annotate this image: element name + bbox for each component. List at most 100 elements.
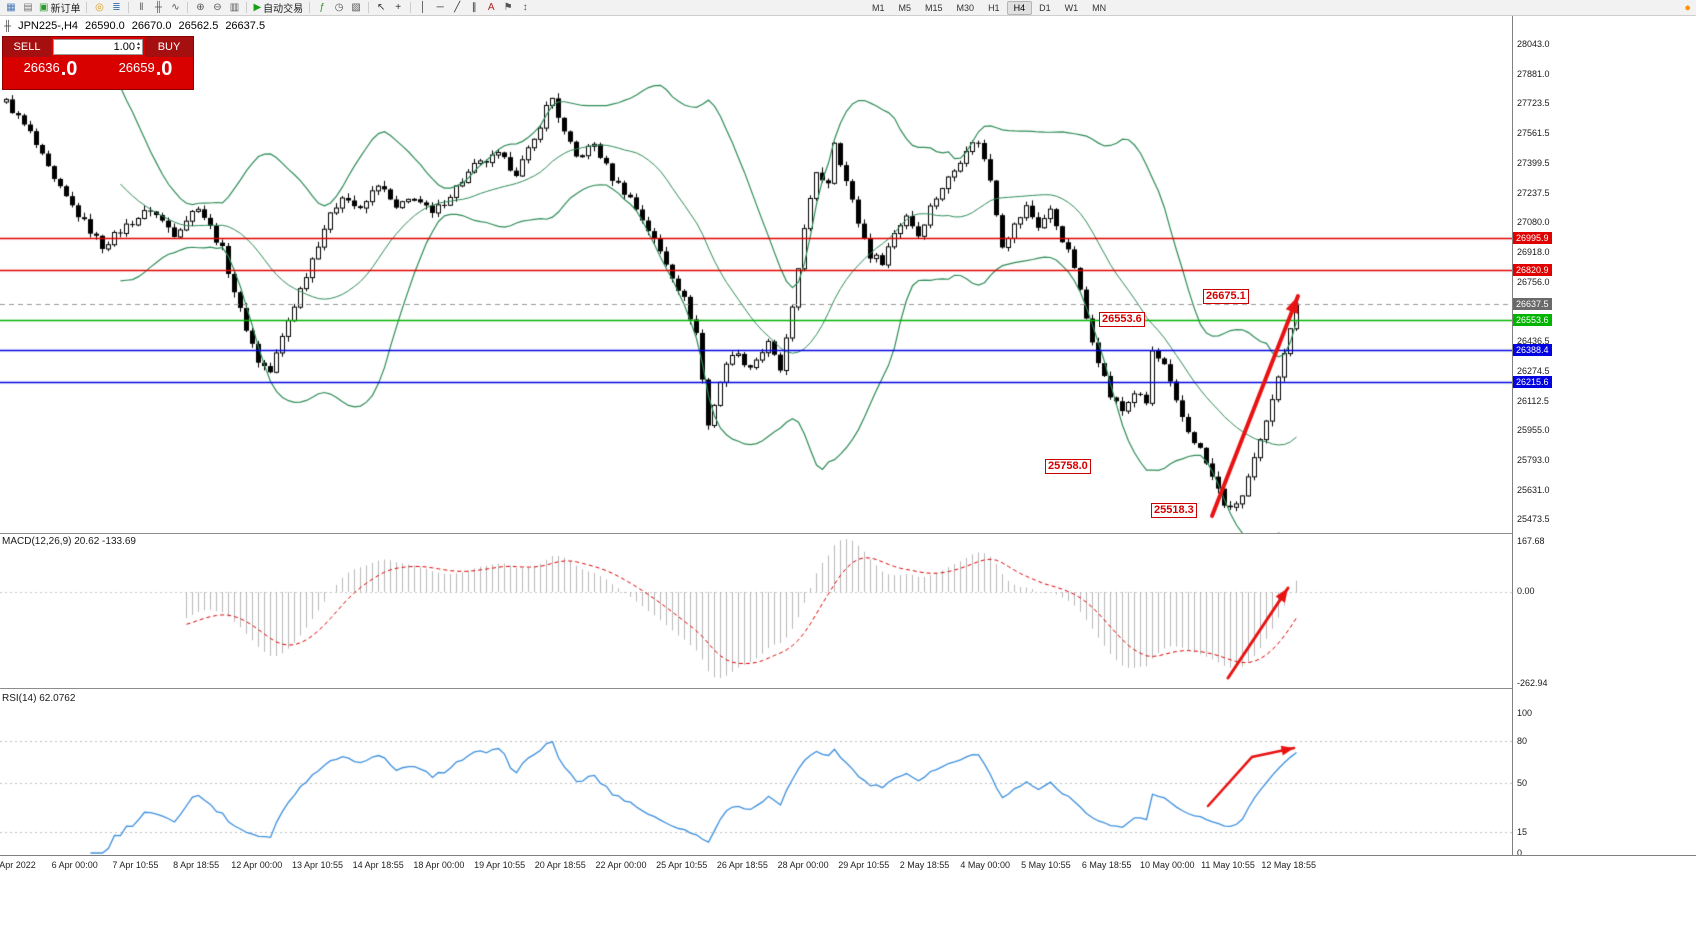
axis-label: 27237.5 — [1517, 188, 1550, 199]
cursor-icon[interactable]: ↖ — [373, 1, 389, 15]
buy-price-int[interactable]: 26659 — [118, 60, 155, 75]
price-chart-canvas[interactable] — [0, 16, 1512, 533]
rsi-indicator-canvas[interactable] — [0, 689, 1512, 855]
rsi-axis-label: 80 — [1517, 736, 1528, 746]
hline-price-tag: 26995.9 — [1513, 231, 1552, 244]
timeframe-h1-button[interactable]: H1 — [988, 3, 1000, 13]
chart-window: ╫ JPN225-,H4 26590.0 26670.0 26562.5 266… — [0, 16, 1696, 940]
sell-price-dec[interactable]: .0 — [60, 58, 78, 80]
price-annotation[interactable]: 25758.0 — [1045, 458, 1091, 474]
vertical-line-icon: │ — [420, 1, 427, 13]
time-axis-label: 26 Apr 18:55 — [716, 860, 768, 870]
time-axis-label: 22 Apr 00:00 — [595, 860, 647, 870]
text-icon[interactable]: A — [483, 1, 499, 15]
trendline-icon[interactable]: ╱ — [449, 1, 465, 15]
horizontal-line-icon: ─ — [436, 1, 444, 13]
vertical-line-icon[interactable]: │ — [415, 1, 431, 15]
sell-price[interactable]: 26636.0 — [3, 57, 98, 89]
timeframe-w1-button[interactable]: W1 — [1064, 3, 1079, 13]
timeframe-toolbar: M1 M5 M15 M30 H1 H4 D1 W1 MN — [865, 1, 1113, 15]
indicators-icon[interactable]: ƒ — [314, 1, 330, 15]
templates-icon: ▧ — [351, 1, 361, 13]
axis-label: 25955.0 — [1517, 425, 1550, 436]
time-axis-label: 5 Apr 2022 — [0, 860, 36, 870]
toolbar-separator — [86, 2, 88, 13]
panel-separator[interactable] — [0, 533, 1696, 534]
axis-label: 25473.5 — [1517, 514, 1550, 525]
time-axis-label: 6 Apr 00:00 — [51, 860, 98, 870]
price-annotation[interactable]: 26675.1 — [1203, 289, 1249, 305]
buy-button[interactable]: BUY — [145, 37, 193, 57]
macd-indicator-canvas[interactable] — [0, 534, 1512, 688]
rsi-axis-label: 50 — [1517, 778, 1528, 788]
new-chart-icon[interactable]: ▦ — [3, 1, 19, 15]
time-axis-label: 14 Apr 18:55 — [352, 860, 404, 870]
time-axis[interactable]: 5 Apr 2022 6 Apr 00:00 7 Apr 10:55 8 Apr 18… — [0, 855, 1696, 876]
bar-chart-icon[interactable]: ‖ — [133, 1, 149, 15]
autotrade-icon: ▶ — [253, 1, 262, 13]
axis-label: 26436.5 — [1517, 336, 1550, 347]
horizontal-line-icon[interactable]: ─ — [432, 1, 448, 15]
one-click-trading-panel: SELL 1.00 ▴ ▾ BUY 26636.0 26659.0 — [2, 36, 194, 90]
timeframe-m5-button[interactable]: M5 — [898, 3, 912, 13]
layers-icon[interactable]: ≣ — [108, 1, 124, 15]
line-chart-icon[interactable]: ∿ — [167, 1, 183, 15]
hline-price-tag: 26553.6 — [1513, 313, 1552, 326]
label-icon[interactable]: ⚑ — [500, 1, 516, 15]
zoom-out-icon[interactable]: ⊖ — [209, 1, 225, 15]
time-axis-label: 2 May 18:55 — [899, 860, 950, 870]
timeframe-h4-button[interactable]: H4 — [1006, 1, 1033, 15]
timeframe-mn-button[interactable]: MN — [1092, 3, 1107, 13]
crosshair-icon[interactable]: + — [390, 1, 406, 15]
arrows-icon: ↕ — [522, 1, 528, 13]
timeframe-d1-button[interactable]: D1 — [1039, 3, 1051, 13]
price-annotation[interactable]: 26553.6 — [1099, 311, 1145, 327]
compass-icon: ◎ — [95, 1, 104, 13]
axis-label: 27561.5 — [1517, 128, 1550, 139]
templates-icon[interactable]: ▧ — [348, 1, 364, 15]
label-icon: ⚑ — [503, 1, 513, 13]
buy-price-dec[interactable]: .0 — [155, 58, 173, 80]
tile-windows-icon: ▥ — [229, 1, 240, 13]
zoom-in-icon[interactable]: ⊕ — [192, 1, 208, 15]
new-chart-icon: ▦ — [6, 1, 16, 13]
axis-label: 28043.0 — [1517, 39, 1550, 50]
periods-icon[interactable]: ◷ — [331, 1, 347, 15]
timeframe-m15-button[interactable]: M15 — [925, 3, 943, 13]
indicators-icon: ƒ — [319, 1, 325, 13]
channel-icon[interactable]: ∥ — [466, 1, 482, 15]
sell-button[interactable]: SELL — [3, 37, 51, 57]
price-axis[interactable]: 28043.0 27881.0 27723.5 27561.5 27399.5 27237… — [1512, 16, 1696, 858]
axis-label: 27080.0 — [1517, 217, 1550, 228]
panel-separator[interactable] — [0, 688, 1696, 689]
autotrade-button[interactable]: ▶ 自动交易 — [251, 1, 305, 16]
time-axis-label: 18 Apr 00:00 — [413, 860, 465, 870]
rsi-axis-label: 0 — [1517, 848, 1523, 858]
close-value: 26637.5 — [225, 20, 266, 32]
arrows-icon[interactable]: ↕ — [517, 1, 533, 15]
profiles-icon[interactable]: ▤ — [20, 1, 36, 15]
current-price-tag: 26637.5 — [1513, 298, 1552, 311]
volume-value[interactable]: 1.00 — [113, 41, 135, 53]
ohlc-info-line: ╫ JPN225-,H4 26590.0 26670.0 26562.5 266… — [4, 20, 265, 32]
symbol-period-label: JPN225-,H4 — [18, 20, 79, 32]
new-order-button[interactable]: ▣ 新订单 — [37, 1, 82, 16]
volume-increase-icon[interactable]: ▴ — [136, 41, 140, 47]
periods-icon: ◷ — [334, 1, 344, 13]
volume-input[interactable]: 1.00 ▴ ▾ — [53, 39, 143, 55]
compass-icon[interactable]: ◎ — [91, 1, 107, 15]
timeframe-m30-button[interactable]: M30 — [956, 3, 975, 13]
time-axis-label: 20 Apr 18:55 — [534, 860, 586, 870]
time-axis-label: 29 Apr 10:55 — [838, 860, 890, 870]
volume-decrease-icon[interactable]: ▾ — [136, 46, 140, 52]
time-axis-label: 10 May 00:00 — [1140, 860, 1195, 870]
candlestick-chart-icon[interactable]: ╫ — [150, 1, 166, 15]
axis-label: 26756.0 — [1517, 277, 1550, 288]
price-annotation[interactable]: 25518.3 — [1151, 503, 1197, 519]
timeframe-m1-button[interactable]: M1 — [872, 3, 885, 13]
volume-spinner: ▴ ▾ — [136, 41, 140, 52]
tile-windows-icon[interactable]: ▥ — [226, 1, 242, 15]
alert-icon[interactable]: ● — [1684, 2, 1691, 14]
buy-price[interactable]: 26659.0 — [98, 57, 193, 89]
sell-price-int[interactable]: 26636 — [23, 60, 60, 75]
